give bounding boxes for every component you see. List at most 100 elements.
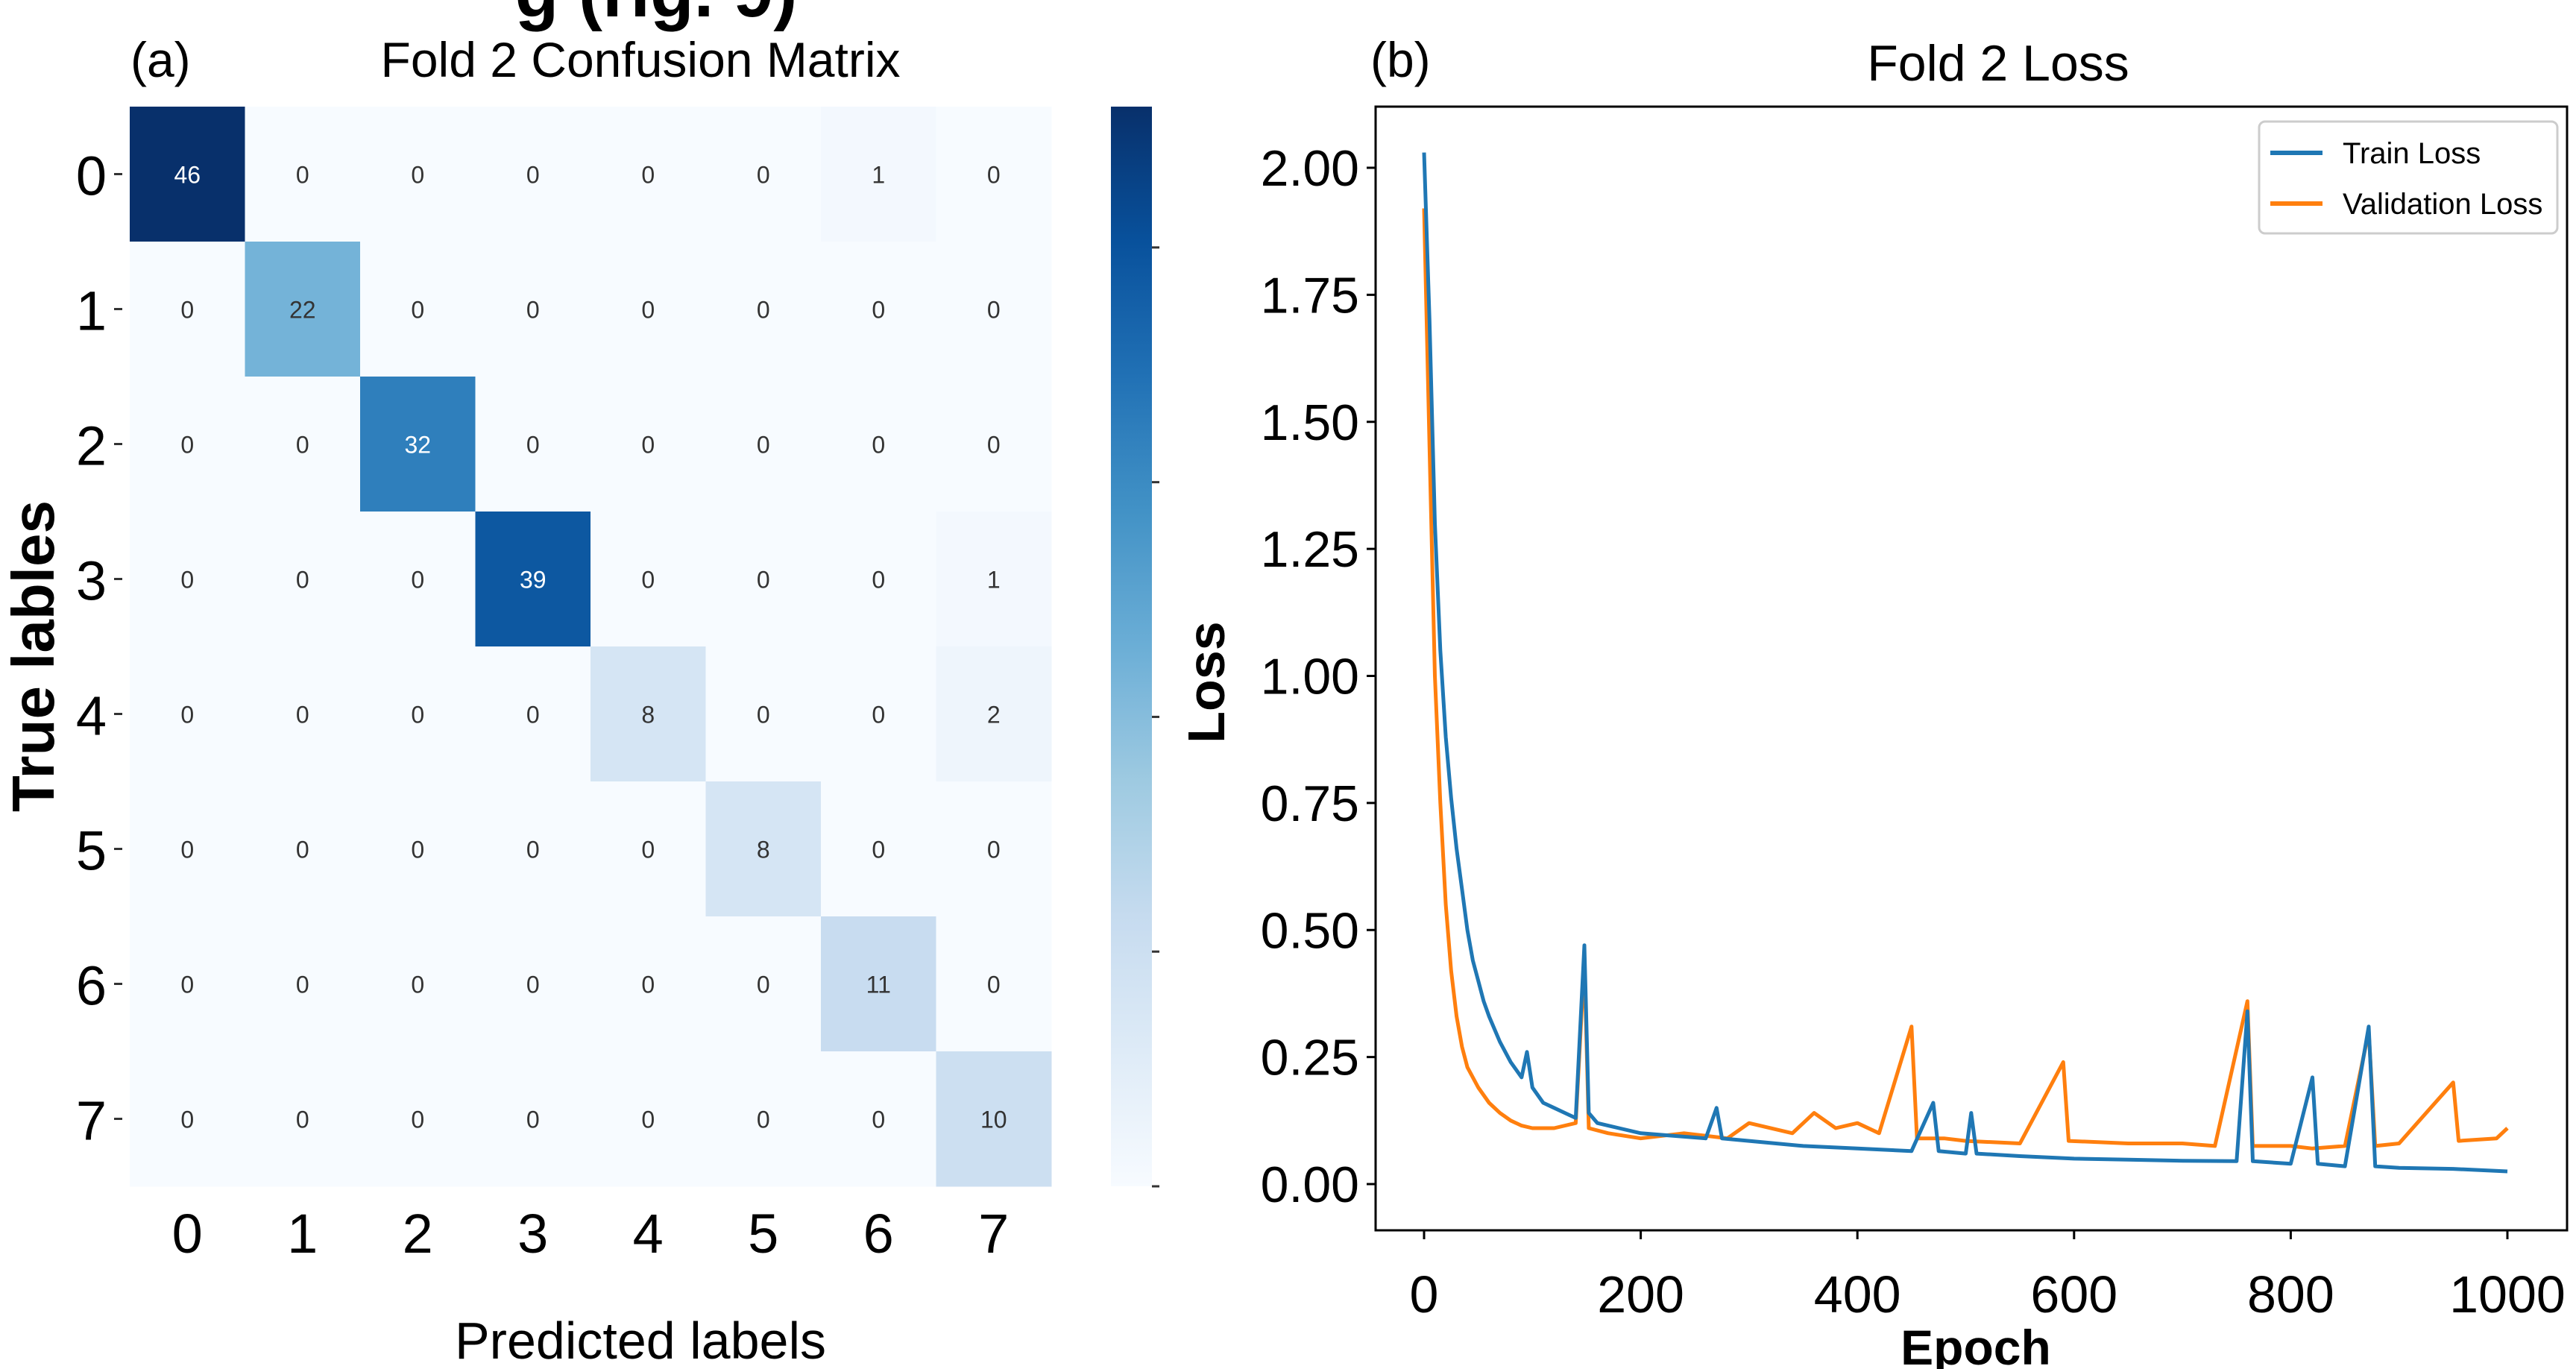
heatmap-cell bbox=[936, 242, 1052, 377]
heatmap-cell bbox=[130, 512, 245, 647]
colorbar bbox=[1111, 107, 1159, 1188]
heatmap-cell bbox=[245, 916, 361, 1052]
heatmap-cell bbox=[821, 107, 936, 242]
heatmap-cell bbox=[936, 377, 1052, 512]
heatmap-cell-label: 0 bbox=[296, 567, 309, 594]
heatmap-cell-label: 0 bbox=[757, 162, 770, 189]
heatmap-cell bbox=[130, 646, 245, 782]
heatmap-cell-label: 0 bbox=[526, 297, 540, 324]
heatmap-cell-label: 0 bbox=[526, 1107, 540, 1133]
x-tick-label: 0 bbox=[172, 1203, 203, 1265]
heatmap-cell bbox=[475, 1051, 591, 1187]
heatmap-cell-label: 0 bbox=[641, 297, 655, 324]
heatmap-cell-label: 0 bbox=[757, 432, 770, 459]
heatmap-cell bbox=[821, 1051, 936, 1187]
heatmap-cell bbox=[360, 377, 476, 512]
heatmap-cell-label: 39 bbox=[520, 567, 547, 594]
heatmap-cell bbox=[705, 107, 822, 242]
heatmap-cell-label: 0 bbox=[296, 702, 309, 728]
heatmap-cell-label: 1 bbox=[987, 567, 1001, 594]
heatmap-cell bbox=[475, 781, 591, 917]
x-tick-label: 200 bbox=[1597, 1265, 1684, 1324]
heatmap-cell-label: 0 bbox=[411, 1107, 424, 1133]
heatmap-cell bbox=[821, 377, 936, 512]
heatmap-cell bbox=[130, 377, 245, 512]
heatmap-cell bbox=[821, 242, 936, 377]
x-tick-label: 800 bbox=[2247, 1265, 2334, 1324]
panel-a-title: Fold 2 Confusion Matrix bbox=[381, 32, 901, 87]
heatmap-cell bbox=[936, 1051, 1052, 1187]
heatmap-cell-label: 0 bbox=[757, 702, 770, 728]
heatmap-cell bbox=[475, 377, 591, 512]
heatmap-cell bbox=[130, 242, 245, 377]
heatmap-cell-label: 0 bbox=[296, 432, 309, 459]
heatmap-cell-label: 0 bbox=[987, 432, 1001, 459]
x-tick-label: 3 bbox=[517, 1203, 548, 1265]
heatmap-cell bbox=[821, 512, 936, 647]
heatmap-cell-label: 0 bbox=[641, 837, 655, 863]
heatmap-cell-label: 0 bbox=[526, 702, 540, 728]
heatmap-cell bbox=[245, 512, 361, 647]
x-tick-label: 600 bbox=[2030, 1265, 2117, 1324]
x-tick-label: 400 bbox=[1814, 1265, 1901, 1324]
heatmap-cell bbox=[936, 781, 1052, 917]
series-line-train-loss bbox=[1422, 152, 2508, 1174]
heatmap-cell-label: 0 bbox=[411, 972, 424, 998]
heatmap-cell-label: 0 bbox=[872, 567, 885, 594]
heatmap-cell-label: 32 bbox=[404, 432, 431, 459]
heatmap-cell-label: 0 bbox=[872, 1107, 885, 1133]
heatmap-cell bbox=[475, 916, 591, 1052]
heatmap-cell bbox=[591, 242, 706, 377]
x-tick-label: 5 bbox=[748, 1203, 778, 1265]
panel-a-tag: (a) bbox=[130, 32, 191, 87]
heatmap-cell bbox=[705, 646, 822, 782]
x-tick-label: 0 bbox=[1410, 1265, 1439, 1324]
heatmap-cell-label: 0 bbox=[987, 162, 1001, 189]
heatmap-cell-label: 11 bbox=[866, 972, 891, 998]
heatmap-cell bbox=[475, 107, 591, 242]
heatmap-cell bbox=[936, 107, 1052, 242]
panel-b-xlabel: Epoch bbox=[1900, 1320, 2051, 1369]
heatmap-cell bbox=[821, 646, 936, 782]
panel-b-tag: (b) bbox=[1370, 32, 1431, 87]
legend-label: Validation Loss bbox=[2343, 188, 2542, 221]
heatmap-cell bbox=[475, 512, 591, 647]
heatmap-cell-label: 0 bbox=[526, 837, 540, 863]
x-tick-label: 7 bbox=[978, 1203, 1009, 1265]
heatmap-cell-label: 0 bbox=[411, 837, 424, 863]
heatmap-cell bbox=[591, 512, 706, 647]
loss-line-chart: 0.00 0.25 0.50 0.75 1.00 1.25 1.50 1.75 2.00 0 200… bbox=[1261, 105, 2569, 1324]
heatmap-cell-label: 0 bbox=[180, 432, 194, 459]
heatmap-cell-label: 0 bbox=[180, 567, 194, 594]
y-tick-label: 1.50 bbox=[1261, 394, 1359, 451]
heatmap-cell-label: 0 bbox=[180, 1107, 194, 1133]
heatmap-cell bbox=[360, 646, 476, 782]
heatmap-cell bbox=[591, 107, 706, 242]
heatmap-cell-label: 0 bbox=[180, 837, 194, 863]
heatmap-cell bbox=[245, 107, 361, 242]
heatmap-cell bbox=[360, 242, 476, 377]
y-tick-label: 6 bbox=[76, 955, 107, 1017]
panel-b-title: Fold 2 Loss bbox=[1867, 35, 2129, 92]
heatmap-cell-label: 0 bbox=[296, 162, 309, 189]
heatmap-cell-label: 0 bbox=[411, 297, 424, 324]
heatmap-cell bbox=[705, 512, 822, 647]
heatmap-cell bbox=[475, 646, 591, 782]
heatmap-cell bbox=[360, 107, 476, 242]
heatmap-cell bbox=[360, 916, 476, 1052]
heatmap-cell-label: 0 bbox=[641, 162, 655, 189]
heatmap-cell bbox=[821, 781, 936, 917]
plot-frame bbox=[1374, 105, 2569, 1232]
heatmap-cell-label: 0 bbox=[872, 837, 885, 863]
y-tick-label: 1.75 bbox=[1261, 267, 1359, 324]
heatmap-cell-label: 0 bbox=[757, 567, 770, 594]
heatmap-cell bbox=[245, 781, 361, 917]
legend-label: Train Loss bbox=[2343, 137, 2481, 170]
heatmap-cell bbox=[705, 377, 822, 512]
heatmap-cell bbox=[936, 512, 1052, 647]
heatmap-cell-label: 0 bbox=[757, 1107, 770, 1133]
heatmap-cell-label: 10 bbox=[980, 1107, 1007, 1133]
heatmap-cell-label: 0 bbox=[872, 297, 885, 324]
heatmap-cell bbox=[245, 242, 361, 377]
heatmap-cell bbox=[245, 646, 361, 782]
